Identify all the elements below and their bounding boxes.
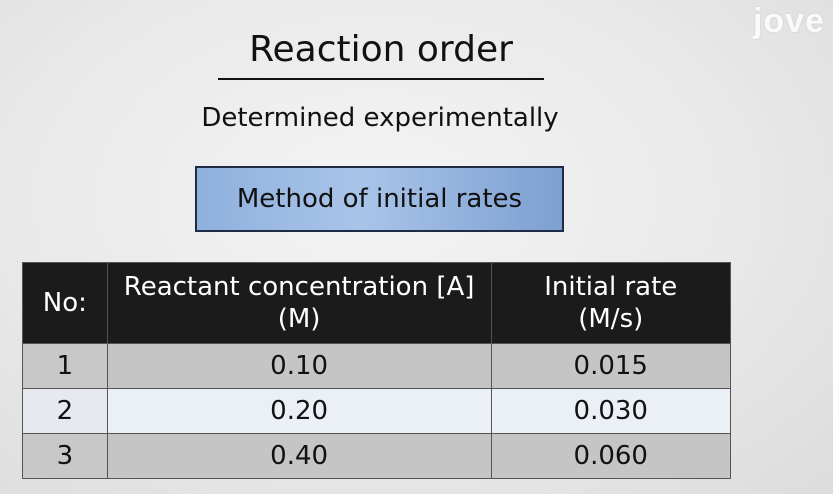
cell-rate: 0.015 xyxy=(490,343,732,389)
header-concentration: Reactant concentration [A] (M) xyxy=(106,262,492,344)
header-concentration-line1: Reactant concentration [A] xyxy=(123,272,475,302)
jove-logo: jove xyxy=(752,2,825,40)
header-rate-line2: (M/s) xyxy=(578,304,644,334)
method-box: Method of initial rates xyxy=(195,166,564,232)
cell-no: 1 xyxy=(22,343,108,389)
initial-rates-table: No: Reactant concentration [A] (M) Initi… xyxy=(22,262,732,479)
cell-concentration: 0.20 xyxy=(106,388,492,434)
cell-concentration: 0.10 xyxy=(106,343,492,389)
cell-concentration: 0.40 xyxy=(106,433,492,479)
cell-rate: 0.060 xyxy=(490,433,732,479)
cell-no: 2 xyxy=(22,388,108,434)
table-row: 1 0.10 0.015 xyxy=(22,343,732,389)
header-no: No: xyxy=(22,262,108,344)
header-concentration-line2: (M) xyxy=(277,304,321,334)
header-rate: Initial rate (M/s) xyxy=(490,262,732,344)
header-rate-line1: Initial rate xyxy=(544,272,678,302)
cell-rate: 0.030 xyxy=(490,388,732,434)
method-label: Method of initial rates xyxy=(236,184,523,214)
cell-no: 3 xyxy=(22,433,108,479)
table-row: 2 0.20 0.030 xyxy=(22,388,732,434)
slide-subtitle: Determined experimentally xyxy=(201,103,559,133)
slide-title: Reaction order xyxy=(218,26,544,80)
table-header-row: No: Reactant concentration [A] (M) Initi… xyxy=(22,262,732,344)
table-row: 3 0.40 0.060 xyxy=(22,433,732,479)
